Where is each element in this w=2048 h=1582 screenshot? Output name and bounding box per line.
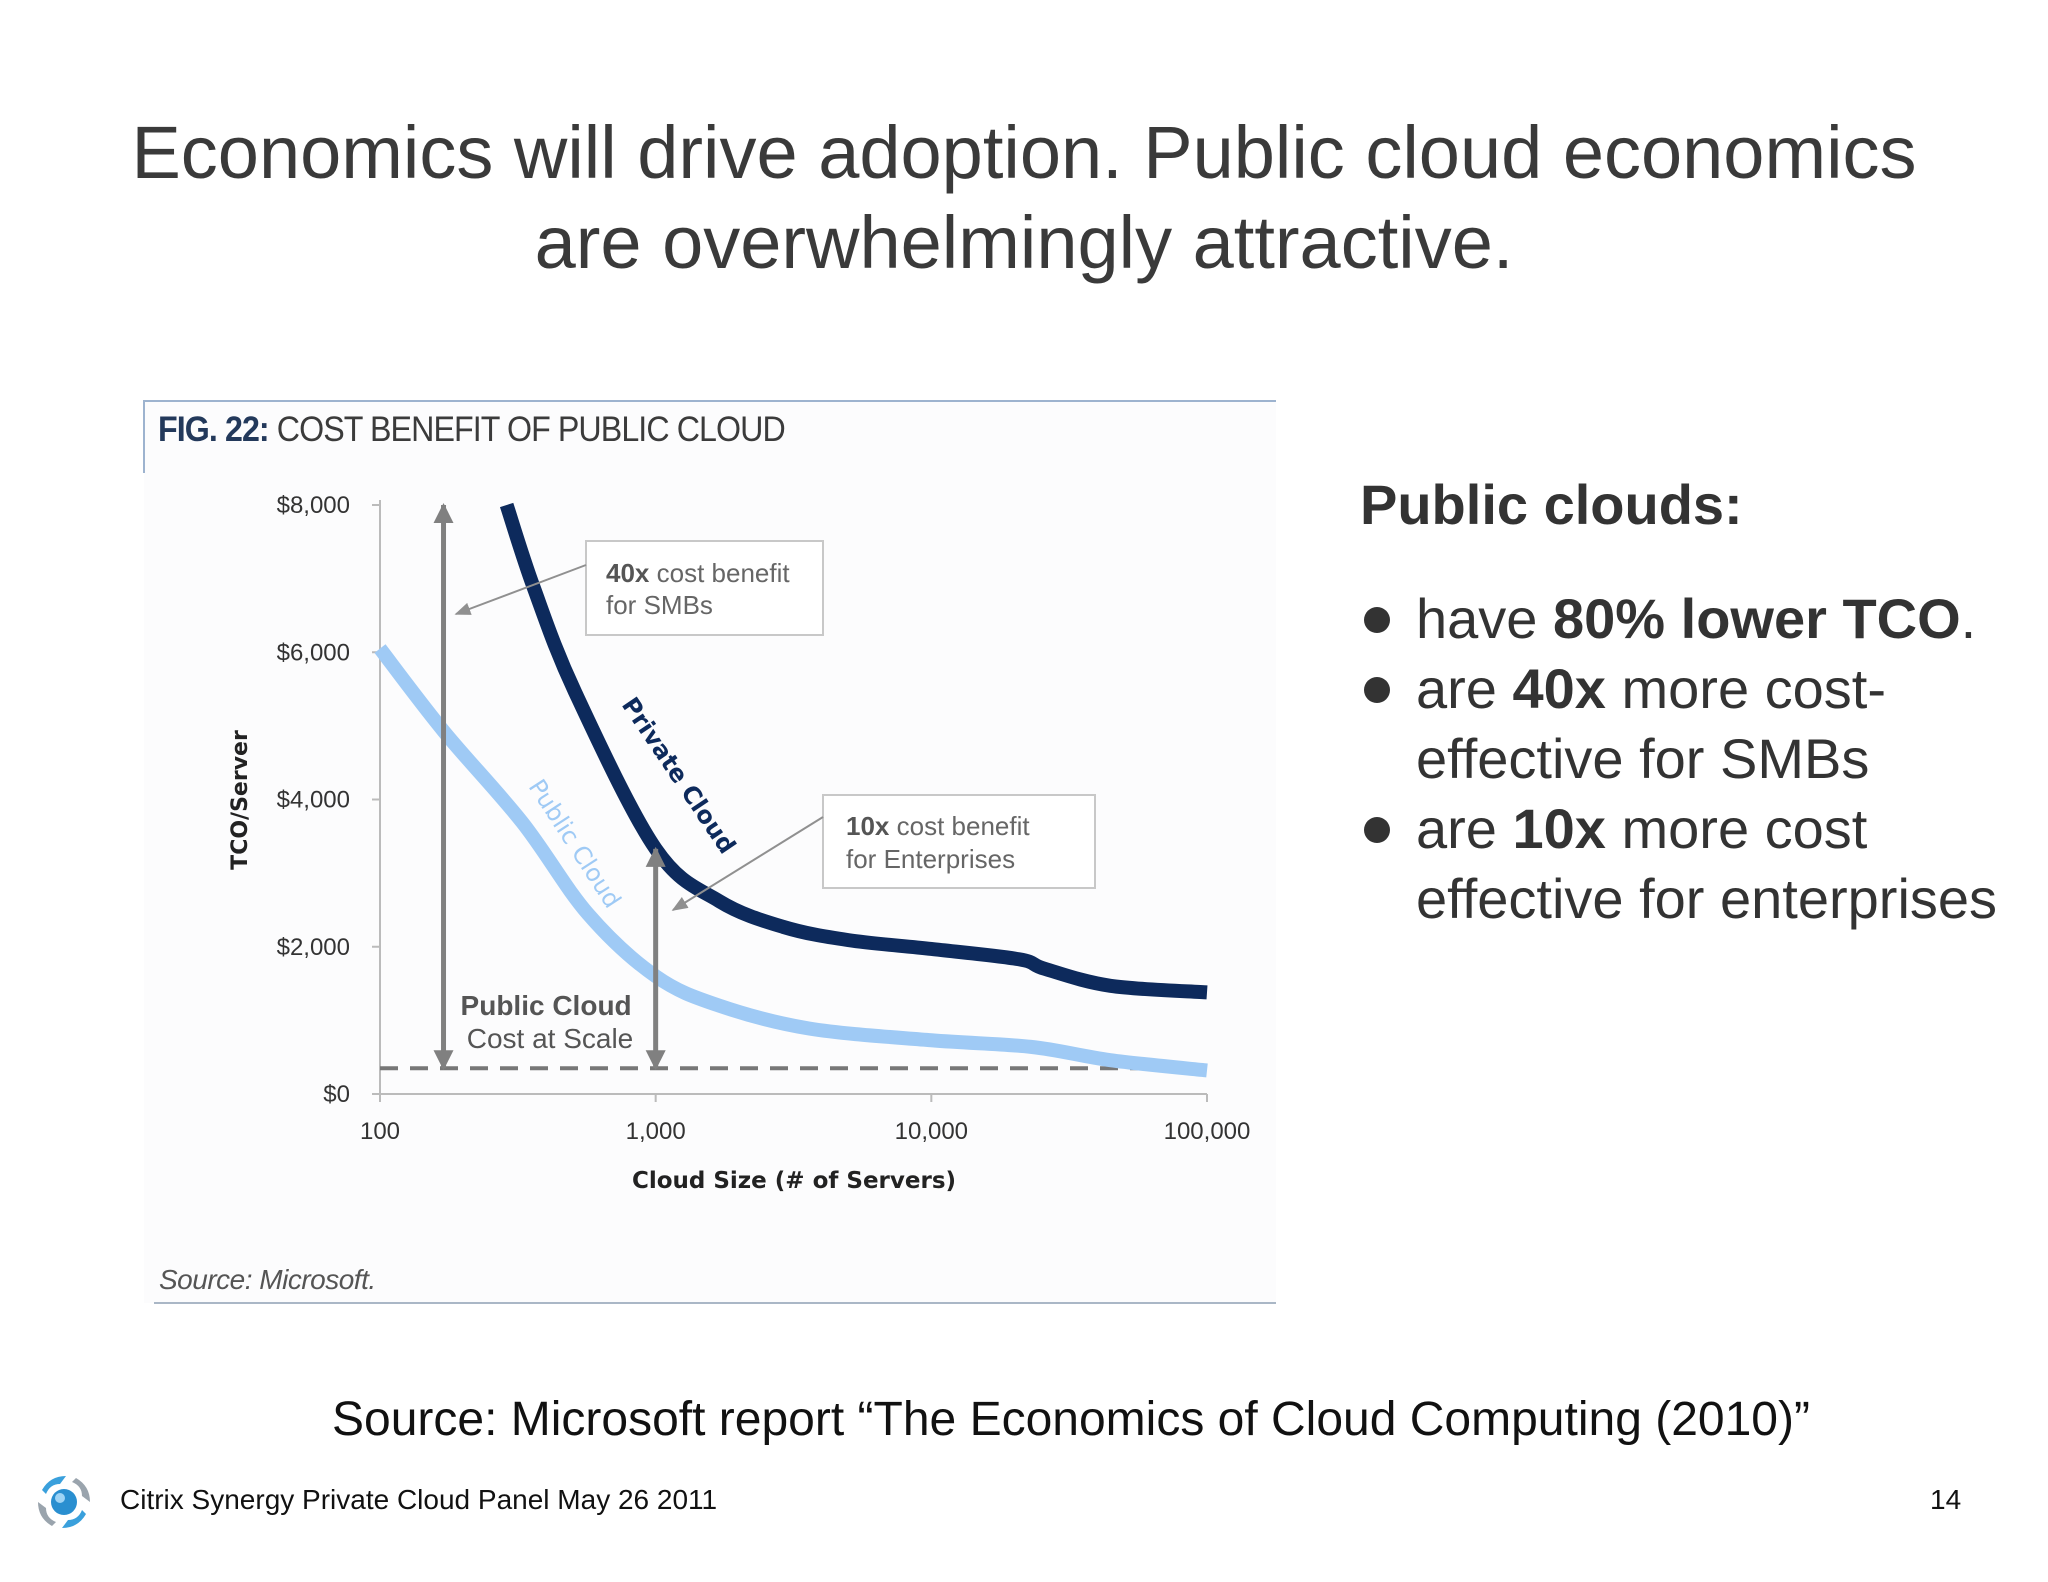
y-tick-label: $4,000 [277,787,350,814]
callout-40x-text: cost benefit [649,558,790,588]
bullet-item: are 10x more cost effective for enterpri… [1360,794,2000,934]
callout-10x-bold: 10x [846,811,890,841]
bullet-bold: 40x [1512,657,1606,720]
page-number: 14 [1930,1484,1962,1515]
figure-title: FIG. 22: COST BENEFIT OF PUBLIC CLOUD [158,410,786,450]
bullet-item: have 80% lower TCO. [1360,584,2000,654]
y-tick-label: $8,000 [277,492,350,519]
callout-40x-pointer [454,564,587,615]
key-points-heading: Public clouds: [1360,473,1743,536]
y-tick-label: $6,000 [277,639,350,666]
bullet-text: are [1416,657,1513,720]
slide-title: Economics will drive adoption. Public cl… [0,108,2048,288]
figure-source: Source: Microsoft. [159,1264,376,1295]
public-cloud-line [374,644,1208,1078]
bullet-bold: 10x [1512,797,1606,860]
bullet-text: more cost effective for enterprises [1416,797,1998,930]
svg-text:10x cost benefit: 10x cost benefit [846,811,1030,841]
footer-text: Citrix Synergy Private Cloud Panel May 2… [120,1484,718,1515]
private-cloud-line [499,502,1208,1000]
svg-text:40x cost benefit: 40x cost benefit [606,558,790,588]
figure-top-border [144,400,1276,402]
bullet-text: more cost-effective for SMBs [1416,657,1886,790]
callout-40x: 40x cost benefit for SMBs [585,540,824,636]
figure-bottom-border [154,1302,1276,1304]
y-tick-label: $2,000 [277,934,350,961]
bullet-text: have [1416,587,1553,650]
callout-10x-box [822,794,1096,889]
figure-label: FIG. 22: [158,410,270,449]
key-points-list: have 80% lower TCO. are 40x more cost-ef… [1360,584,2000,934]
x-tick-label: 100 [360,1118,400,1145]
callout-40x-line2: for SMBs [606,590,713,620]
callout-10x-text: cost benefit [889,811,1030,841]
x-axis-title: Cloud Size (# of Servers) [632,1168,956,1194]
bullet-text: are [1416,797,1513,860]
reference-line-label-text: Cost at Scale [467,1023,634,1054]
x-tick-label: 1,000 [626,1118,686,1145]
bullet-text: . [1960,587,1977,650]
citrix-logo-icon [38,1476,90,1528]
y-axis-title: TCO/Server [228,730,253,870]
x-tick-label: 10,000 [895,1118,968,1145]
private-cloud-series-label: Private Cloud [616,692,741,859]
callout-10x: 10x cost benefit for Enterprises [822,794,1096,889]
slide-title-line-1: Economics will drive adoption. Public cl… [131,111,1917,194]
figure-title-text: COST BENEFIT OF PUBLIC CLOUD [276,410,786,449]
x-tick-label: 100,000 [1164,1118,1251,1145]
slide-title-line-2: are overwhelmingly attractive. [534,201,1514,284]
bullet-item: are 40x more cost-effective for SMBs [1360,654,2000,794]
callout-10x-line2: for Enterprises [846,844,1015,874]
callout-40x-bold: 40x [606,558,650,588]
y-tick-label: $0 [323,1081,350,1108]
bullet-bold: 80% lower TCO [1553,587,1961,650]
reference-line-label: Public Cloud Cost at Scale [461,990,640,1054]
key-points: Public clouds: have 80% lower TCO. are 4… [1360,470,2000,934]
callout-10x-pointer [671,816,824,911]
source-citation: Source: Microsoft report “The Economics … [332,1393,1810,1446]
figure-left-border [143,400,145,473]
callout-40x-box [585,540,824,636]
reference-line-label-bold: Public Cloud [461,990,632,1021]
